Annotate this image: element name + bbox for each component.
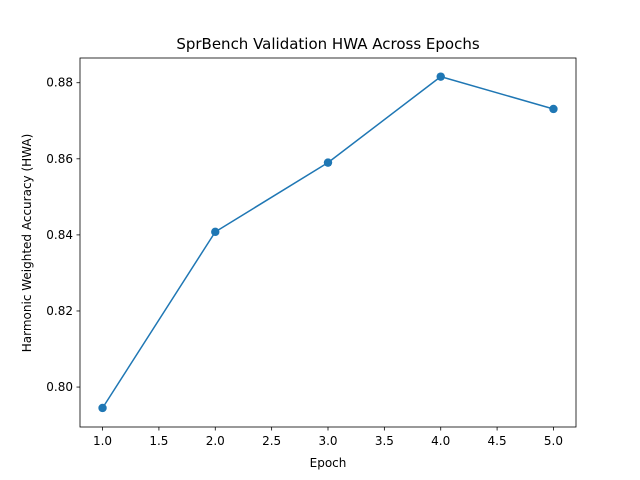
data-point bbox=[549, 104, 558, 114]
data-point bbox=[211, 227, 220, 237]
x-tick-label: 3.5 bbox=[375, 434, 394, 448]
axes-frame bbox=[79, 57, 577, 428]
data-point bbox=[98, 403, 107, 413]
x-tick-label: 3.0 bbox=[318, 434, 337, 448]
y-axis-label: Harmonic Weighted Accuracy (HWA) bbox=[20, 134, 34, 353]
chart-title: SprBench Validation HWA Across Epochs bbox=[176, 35, 480, 53]
y-tick-label: 0.82 bbox=[46, 304, 73, 318]
x-tick-label: 4.5 bbox=[488, 434, 507, 448]
y-tick-label: 0.88 bbox=[46, 76, 73, 90]
x-tick-label: 1.0 bbox=[93, 434, 112, 448]
x-tick-label: 2.5 bbox=[262, 434, 281, 448]
data-point bbox=[323, 158, 333, 167]
x-tick-label: 5.0 bbox=[544, 434, 563, 448]
y-tick-label: 0.84 bbox=[46, 228, 73, 242]
plot-area: 1.0 1.5 2.0 2.5 3.0 3.5 4.0 4.5 5.0 0.80 0.82 0.84 0… bbox=[46, 57, 577, 448]
x-tick-label: 2.0 bbox=[206, 434, 225, 448]
x-tick-label: 1.5 bbox=[149, 434, 168, 448]
data-point bbox=[436, 72, 445, 81]
x-tick-label: 4.0 bbox=[431, 434, 450, 448]
y-tick-label: 0.80 bbox=[46, 380, 73, 394]
x-axis-label: Epoch bbox=[310, 456, 347, 470]
y-tick-label: 0.86 bbox=[46, 152, 73, 166]
